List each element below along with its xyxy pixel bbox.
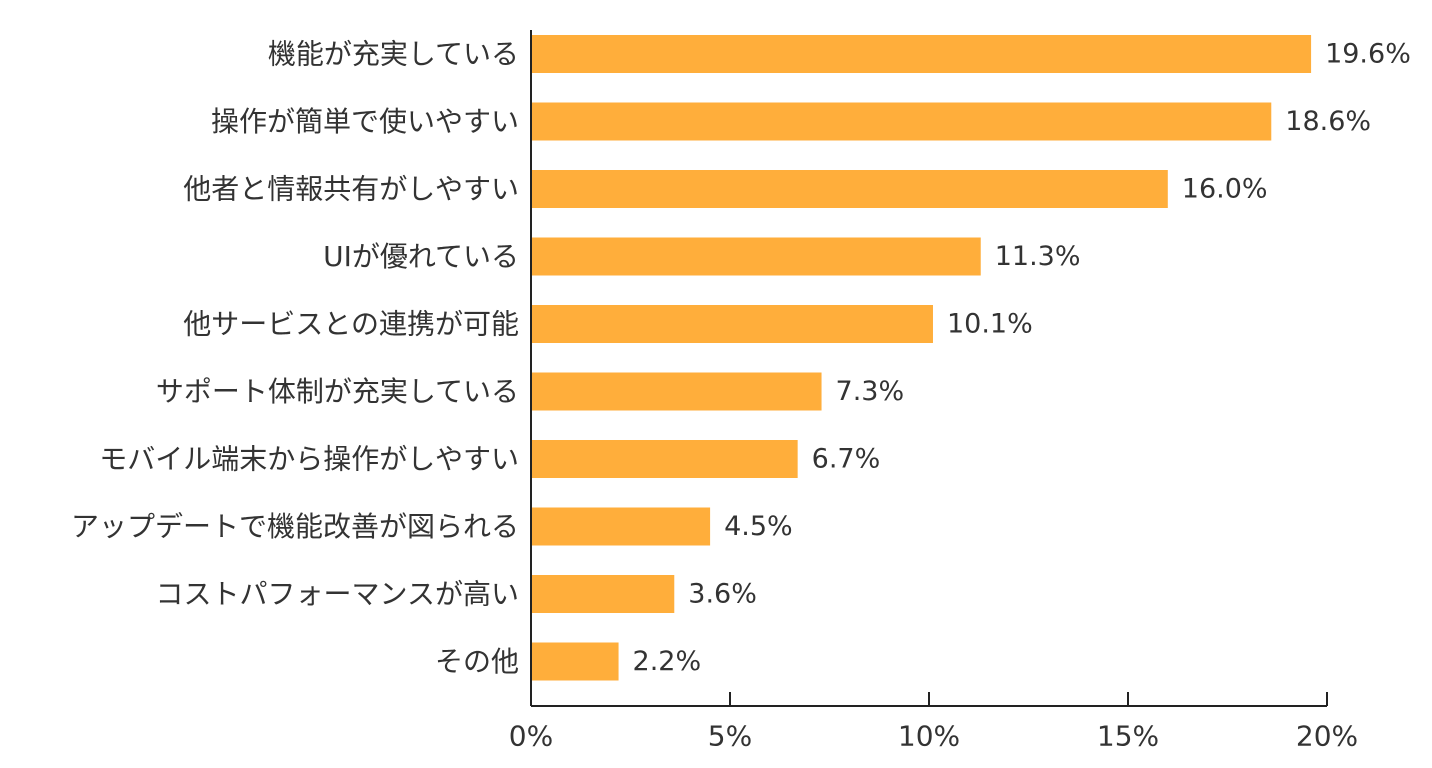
- category-label: コストパフォーマンスが高い: [156, 578, 519, 611]
- bar: [531, 170, 1168, 208]
- x-tick-label: 15%: [1097, 720, 1159, 753]
- category-label: 操作が簡単で使いやすい: [211, 105, 519, 138]
- x-tick-label: 0%: [509, 720, 553, 753]
- bar: [531, 440, 798, 478]
- category-label: アップデートで機能改善が図られる: [71, 510, 519, 543]
- bar: [531, 102, 1272, 141]
- value-label: 11.3%: [995, 241, 1081, 272]
- value-label: 19.6%: [1325, 39, 1411, 70]
- category-label: その他: [435, 645, 519, 678]
- bar: [531, 237, 981, 276]
- bar: [531, 575, 675, 613]
- x-tick-label: 20%: [1296, 720, 1358, 753]
- category-label: UIが優れている: [323, 240, 519, 273]
- value-label: 2.2%: [633, 646, 702, 677]
- value-label: 4.5%: [724, 511, 793, 542]
- category-label: 他者と情報共有がしやすい: [183, 173, 519, 206]
- bar: [531, 35, 1312, 73]
- x-tick-label: 10%: [898, 720, 960, 753]
- value-label: 6.7%: [812, 444, 881, 475]
- value-label: 3.6%: [688, 579, 757, 610]
- category-label: 他サービスとの連携が可能: [183, 308, 519, 341]
- category-label: サポート体制が充実している: [156, 375, 519, 408]
- bar: [531, 642, 619, 681]
- category-label: モバイル端末から操作がしやすい: [99, 443, 519, 476]
- bar: [531, 507, 711, 546]
- bar: [531, 372, 822, 411]
- value-label: 7.3%: [836, 376, 905, 407]
- value-label: 18.6%: [1285, 106, 1371, 137]
- x-axis: 0% 5% 10% 15% 20%: [509, 692, 1358, 753]
- bar: [531, 305, 933, 343]
- x-tick-label: 5%: [708, 720, 752, 753]
- value-label: 10.1%: [947, 309, 1033, 340]
- value-label: 16.0%: [1182, 174, 1268, 205]
- bars-group: [531, 35, 1312, 681]
- value-labels: 19.6% 18.6% 16.0% 11.3% 10.1% 7.3% 6.7% 4.5% 3.6…: [633, 39, 1411, 678]
- category-label: 機能が充実している: [268, 38, 519, 71]
